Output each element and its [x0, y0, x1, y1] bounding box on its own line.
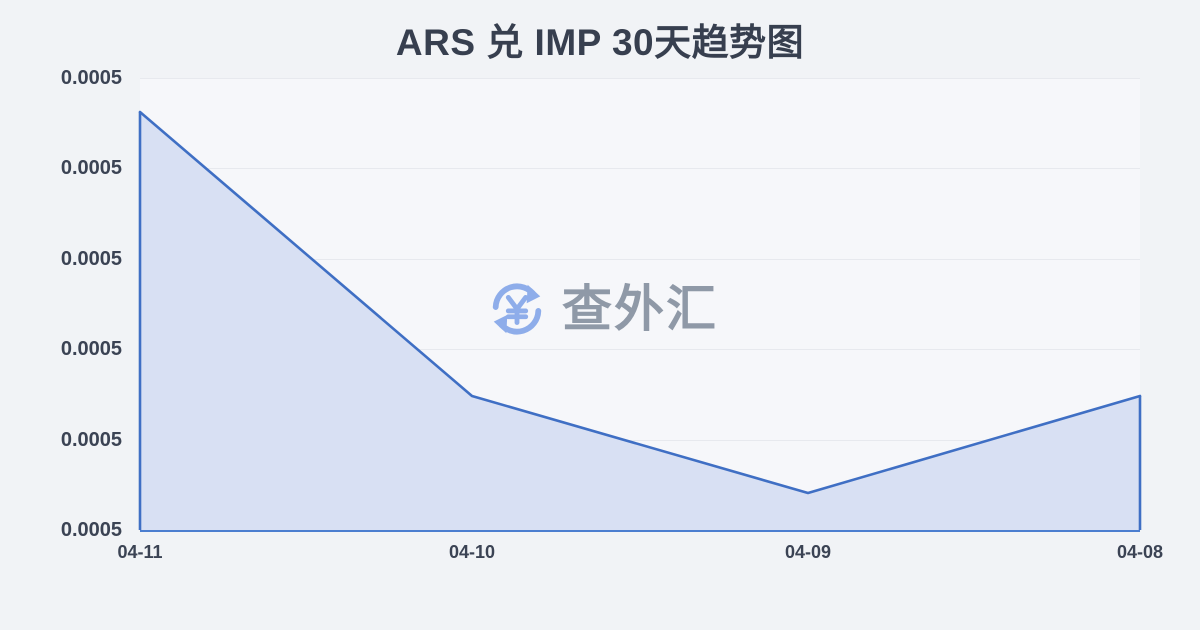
area-fill [140, 112, 1140, 530]
y-axis-tick-label: 0.0005 [60, 429, 122, 451]
x-axis-tick-label: 04-11 [117, 542, 163, 562]
x-axis-tick-label: 04-08 [1116, 542, 1164, 562]
y-axis-tick-label: 0.0005 [60, 338, 122, 360]
chart-title: ARS 兑 IMP 30天趋势图 [395, 22, 805, 63]
gridline [140, 259, 1140, 260]
series-line [138, 110, 1142, 495]
gridline [140, 78, 1140, 79]
y-axis-tick-label: 0.0005 [60, 67, 122, 89]
gridline [140, 440, 1140, 441]
x-axis-tick-label: 04-10 [448, 542, 496, 562]
y-axis-tick-label: 0.0005 [60, 519, 122, 541]
x-axis-tick-label: 04-09 [784, 542, 832, 562]
y-axis-tick-label: 0.0005 [60, 248, 122, 270]
x-axis-line [140, 530, 1140, 532]
y-axis-tick-label: 0.0005 [60, 157, 122, 179]
gridline [140, 349, 1140, 350]
gridline [140, 168, 1140, 169]
